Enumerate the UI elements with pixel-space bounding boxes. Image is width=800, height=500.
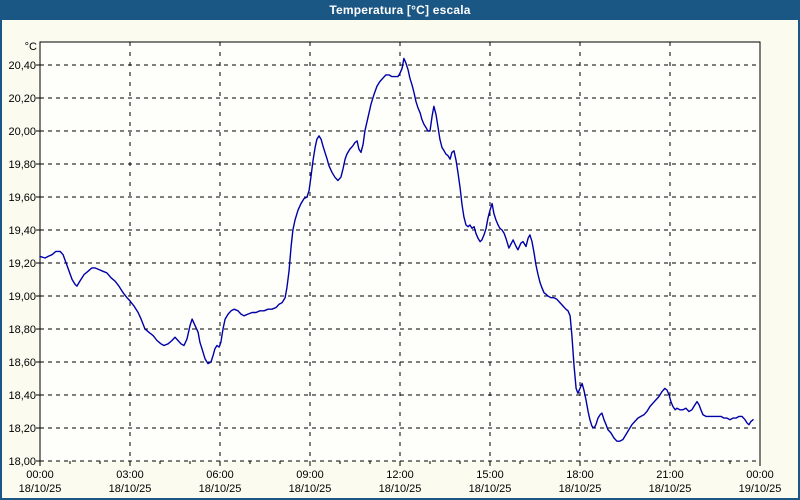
plot-background [40,42,760,461]
x-tick-time-label: 18:00 [566,469,594,481]
x-tick-date-label: 18/10/25 [379,483,422,495]
x-tick-date-label: 18/10/25 [19,483,62,495]
x-tick-date-label: 18/10/25 [109,483,152,495]
x-tick-date-label: 18/10/25 [469,483,512,495]
y-axis-unit-label: °C [25,41,37,53]
y-tick-label: 19,40 [8,225,36,237]
y-tick-label: 18,20 [8,423,36,435]
y-tick-label: 20,20 [8,93,36,105]
x-tick-time-label: 00:00 [746,469,774,481]
window-title: Temperatura [°C] escala [329,3,471,17]
x-tick-time-label: 00:00 [26,469,54,481]
plot-frame [39,41,761,461]
x-tick-time-label: 21:00 [656,469,684,481]
x-tick-date-label: 18/10/25 [559,483,602,495]
x-tick-time-label: 12:00 [386,469,414,481]
y-tick-label: 20,00 [8,126,36,138]
x-tick-time-label: 03:00 [116,469,144,481]
x-tick-date-label: 18/10/25 [289,483,332,495]
x-tick-time-label: 15:00 [476,469,504,481]
y-tick-label: 18,00 [8,456,36,468]
x-tick-time-label: 06:00 [206,469,234,481]
title-bar[interactable]: Temperatura [°C] escala [0,0,800,20]
x-tick-date-label: 19/10/25 [739,483,782,495]
y-tick-label: 18,60 [8,357,36,369]
y-tick-label: 18,40 [8,390,36,402]
y-tick-label: 18,80 [8,324,36,336]
y-tick-label: 20,40 [8,60,36,72]
y-tick-label: 19,60 [8,192,36,204]
y-tick-label: 19,80 [8,159,36,171]
x-tick-time-label: 09:00 [296,469,324,481]
y-tick-label: 19,20 [8,258,36,270]
x-tick-date-label: 18/10/25 [199,483,242,495]
temperature-series-line [39,57,754,442]
y-tick-label: 19,00 [8,291,36,303]
x-tick-date-label: 18/10/25 [649,483,692,495]
